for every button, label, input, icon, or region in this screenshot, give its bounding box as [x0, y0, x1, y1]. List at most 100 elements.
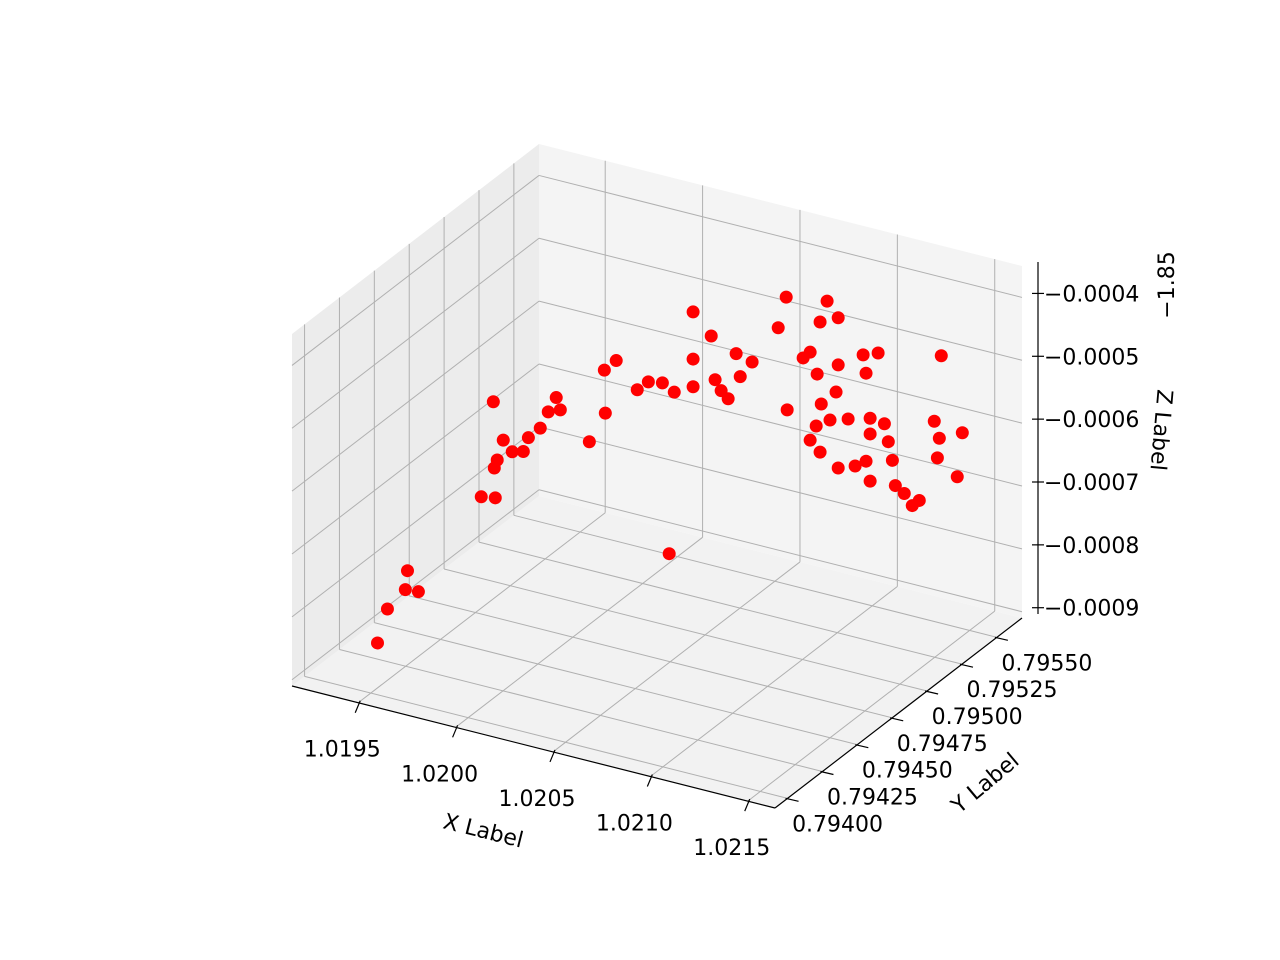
y-tick-mark	[820, 770, 834, 776]
point	[823, 413, 837, 427]
grid-line	[409, 595, 893, 719]
grid-line	[291, 175, 540, 366]
point	[809, 419, 823, 433]
point	[708, 373, 722, 387]
point	[813, 445, 827, 459]
y-tick-mark	[890, 717, 904, 722]
point	[582, 435, 596, 449]
point	[881, 435, 895, 449]
point	[521, 431, 535, 445]
y-tick-mark	[959, 663, 974, 668]
point	[780, 403, 794, 417]
point	[609, 354, 623, 368]
point	[505, 445, 519, 459]
point	[897, 487, 911, 501]
point	[859, 454, 873, 468]
point	[856, 348, 870, 362]
y-tick-label: 0.79475	[897, 732, 988, 757]
y-tick-label: 0.79550	[1001, 651, 1092, 676]
y-tick-mark	[785, 797, 799, 802]
grid-line	[291, 489, 540, 681]
x-tick-label: 1.0200	[401, 762, 478, 787]
grid-line	[538, 363, 1023, 487]
x-tick-mark	[646, 774, 653, 787]
point	[400, 564, 414, 578]
point	[380, 602, 394, 616]
grid	[291, 160, 1023, 802]
point	[516, 444, 530, 458]
point	[932, 431, 946, 445]
grid-line	[443, 568, 928, 692]
point	[490, 453, 504, 467]
point	[927, 414, 941, 428]
point	[553, 403, 567, 417]
point	[888, 479, 902, 493]
grid-line	[538, 489, 1023, 613]
point	[686, 305, 700, 319]
point	[820, 294, 834, 308]
grid-line	[455, 536, 703, 728]
point	[597, 363, 611, 377]
point	[831, 311, 845, 325]
grid-line	[291, 363, 540, 555]
grid-line	[291, 237, 540, 429]
point	[411, 585, 425, 599]
point	[859, 366, 873, 380]
point	[655, 376, 669, 390]
y-tick-label: 0.79425	[827, 786, 918, 811]
point	[803, 345, 817, 359]
x-tick-label: 1.0205	[498, 787, 575, 812]
point	[912, 493, 926, 507]
point	[829, 385, 843, 399]
grid-line	[747, 610, 996, 802]
z-tick-label: −0.0007	[1044, 471, 1139, 496]
point	[955, 426, 969, 440]
z-offset-label: −1.85	[1155, 251, 1180, 318]
point	[704, 329, 718, 343]
z-tick-label: −0.0008	[1044, 534, 1139, 559]
back-pane	[539, 144, 1022, 618]
x-tick-label: 1.0215	[693, 836, 770, 861]
point	[950, 470, 964, 484]
y-tick-mark	[855, 744, 869, 749]
grid-line	[650, 586, 898, 777]
point	[863, 411, 877, 425]
point	[686, 380, 700, 394]
point	[541, 405, 555, 419]
grid-line	[552, 561, 801, 753]
axes: 1.01951.02001.02051.02101.02150.794000.7…	[291, 262, 1139, 861]
grid-line	[478, 541, 963, 665]
point	[686, 352, 700, 366]
grid-line	[538, 426, 1023, 550]
point	[813, 315, 827, 329]
point	[863, 427, 877, 441]
grid-line	[304, 675, 788, 799]
grid-line	[357, 512, 606, 704]
x-tick-mark	[549, 749, 556, 763]
point	[863, 474, 877, 488]
z-tick-label: −0.0004	[1044, 282, 1139, 307]
point	[662, 547, 676, 561]
point	[370, 636, 384, 650]
point	[667, 385, 681, 399]
point	[496, 433, 510, 447]
point	[877, 417, 891, 431]
x-tick-label: 1.0195	[304, 738, 381, 763]
x-tick-mark	[354, 700, 361, 713]
points	[370, 290, 969, 650]
x-tick-label: 1.0210	[596, 812, 673, 837]
point	[831, 358, 845, 372]
point	[630, 383, 644, 397]
z-tick-label: −0.0006	[1044, 408, 1139, 433]
y-tick-label: 0.79400	[792, 812, 883, 837]
point	[549, 391, 563, 405]
point	[733, 370, 747, 384]
z-tick-label: −0.0005	[1044, 345, 1139, 370]
point	[486, 395, 500, 409]
point	[729, 347, 743, 361]
point	[930, 451, 944, 465]
point	[848, 459, 862, 473]
point	[779, 290, 793, 304]
